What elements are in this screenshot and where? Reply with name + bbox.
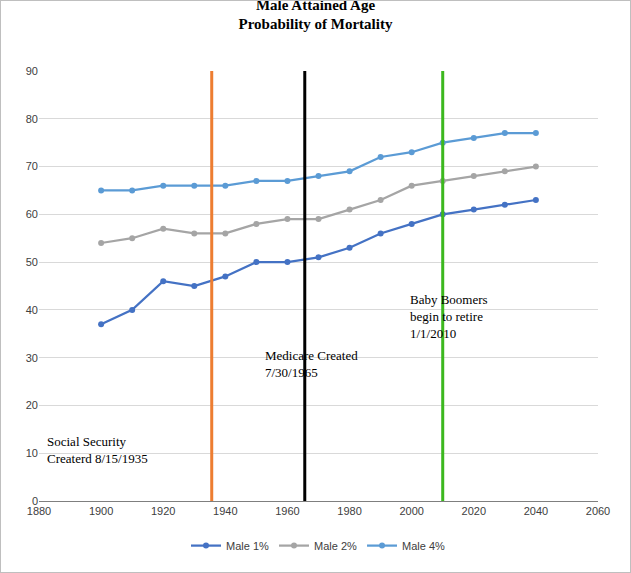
- svg-text:1920: 1920: [151, 505, 175, 517]
- svg-text:Male 1%: Male 1%: [226, 540, 269, 552]
- svg-text:50: 50: [26, 256, 38, 268]
- svg-text:Male 4%: Male 4%: [402, 540, 445, 552]
- svg-text:20: 20: [26, 399, 38, 411]
- svg-text:Social SecurityCreaterd 8/15/1: Social SecurityCreaterd 8/15/1935: [47, 434, 148, 466]
- svg-text:90: 90: [26, 65, 38, 77]
- svg-text:2060: 2060: [586, 505, 610, 517]
- svg-text:40: 40: [26, 304, 38, 316]
- svg-text:2020: 2020: [462, 505, 486, 517]
- svg-text:2000: 2000: [399, 505, 423, 517]
- svg-text:Baby Boomersbegin to retire1/1: Baby Boomersbegin to retire1/1/2010: [410, 292, 488, 341]
- svg-text:1880: 1880: [27, 505, 51, 517]
- svg-text:2040: 2040: [524, 505, 548, 517]
- svg-text:1980: 1980: [337, 505, 361, 517]
- svg-text:1900: 1900: [89, 505, 113, 517]
- svg-text:10: 10: [26, 447, 38, 459]
- svg-text:Medicare Created7/30/1965: Medicare Created7/30/1965: [265, 348, 358, 380]
- svg-text:70: 70: [26, 160, 38, 172]
- svg-text:1940: 1940: [213, 505, 237, 517]
- svg-text:0: 0: [32, 495, 38, 507]
- svg-text:Male 2%: Male 2%: [314, 540, 357, 552]
- svg-text:60: 60: [26, 208, 38, 220]
- svg-text:Male Attained AgeProbability o: Male Attained AgeProbability of Mortalit…: [239, 1, 393, 32]
- svg-text:1960: 1960: [275, 505, 299, 517]
- svg-text:30: 30: [26, 352, 38, 364]
- svg-text:80: 80: [26, 113, 38, 125]
